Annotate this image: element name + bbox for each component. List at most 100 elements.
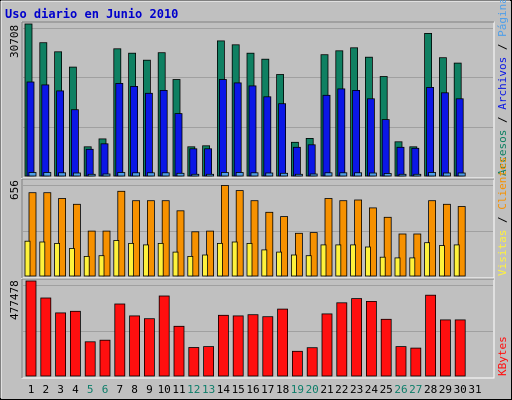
paginas-bar <box>354 172 363 177</box>
kbytes-bar <box>351 298 363 377</box>
kbytes-bar <box>365 300 377 377</box>
clientes-bar <box>324 198 333 277</box>
day-label: 29 <box>439 383 452 396</box>
visits-ymax-label: 656 <box>8 180 21 200</box>
kbytes-bar <box>217 314 229 377</box>
visitas-bar <box>305 255 312 277</box>
visitas-bar <box>453 244 460 277</box>
day-axis-labels: 1 2 3 4 5 6 7 8 9 10 11 12 13 14 15 16 17 18 19 20 21 22 23 24 2… <box>28 383 482 396</box>
clientes-bar <box>413 233 422 277</box>
kbytes-bar <box>84 341 96 377</box>
day-label: 16 <box>246 383 259 396</box>
visitas-bar <box>172 251 179 277</box>
day-label: 25 <box>380 383 393 396</box>
paginas-bar <box>324 172 333 177</box>
day-label: 28 <box>424 383 437 396</box>
day-label: 14 <box>217 383 231 396</box>
visitas-bar <box>98 255 105 277</box>
visitas-bar <box>276 251 283 277</box>
visitas-bar <box>320 244 327 277</box>
day-label: 12 <box>187 383 200 396</box>
kbytes-bar <box>247 314 259 377</box>
clientes-bar <box>354 199 363 277</box>
clientes-bar <box>280 216 289 277</box>
paginas-bar <box>102 173 111 177</box>
clientes-bar <box>220 185 229 277</box>
visitas-bar <box>350 244 357 277</box>
kbytes-bar <box>158 295 170 377</box>
visitas-bar <box>364 246 371 277</box>
chart-title: Uso diario en Junio 2010 <box>5 7 178 21</box>
paginas-bar <box>58 172 66 177</box>
clientes-bar <box>87 230 96 277</box>
clientes-bar <box>132 200 141 277</box>
day-label: 18 <box>276 383 289 396</box>
paginas-bar <box>442 172 451 177</box>
archivos-bar <box>426 87 435 177</box>
visitas-bar <box>142 244 149 277</box>
visitas-bar <box>39 241 46 277</box>
legend-entry: KBytes <box>496 336 509 376</box>
archivos-bar <box>26 81 35 177</box>
archivos-bar <box>322 94 331 177</box>
visitas-bar <box>379 256 386 277</box>
legend-entry: Archivos <box>496 57 509 110</box>
archivos-bar <box>100 143 109 177</box>
kbytes-bar <box>262 316 274 377</box>
legend-entry: Páginas <box>496 0 509 37</box>
paginas-bar <box>398 173 407 177</box>
day-label: 31 <box>468 383 481 396</box>
paginas-bar <box>280 172 289 177</box>
kbytes-bar <box>129 315 141 377</box>
clientes-bar <box>58 198 66 277</box>
paginas-bar <box>146 172 155 177</box>
day-label: 1 <box>28 383 35 396</box>
paginas-bar <box>87 173 96 177</box>
clientes-bar <box>457 206 466 277</box>
clientes-bar <box>176 210 185 277</box>
archivos-bar <box>233 82 242 177</box>
day-label: 9 <box>146 383 153 396</box>
day-label: 19 <box>291 383 304 396</box>
kbytes-bar <box>425 294 437 377</box>
legend-entry: / <box>496 37 509 57</box>
clientes-bar <box>442 203 451 277</box>
day-label: 4 <box>72 383 79 396</box>
archivos-bar <box>455 98 464 177</box>
legend-entry: / <box>496 110 509 130</box>
requests-ymax-label: 30708 <box>8 25 21 58</box>
kbytes-bar <box>143 318 155 377</box>
clientes-bar <box>309 232 318 277</box>
archivos-bar <box>41 84 50 177</box>
clientes-bar <box>28 192 37 277</box>
archivos-bar <box>366 98 375 177</box>
archivos-bar <box>263 96 272 177</box>
paginas-bar <box>250 172 259 177</box>
archivos-bar <box>248 85 257 177</box>
visitas-bar <box>128 242 135 277</box>
day-label: 27 <box>409 383 422 396</box>
visitas-bar <box>394 257 401 277</box>
paginas-bar <box>161 172 170 177</box>
requests-legend: Accesos / Archivos / Páginas <box>496 0 509 176</box>
archivos-bar <box>115 83 124 177</box>
paginas-bar <box>413 173 422 177</box>
day-label: 24 <box>365 383 379 396</box>
gridlines <box>23 28 493 332</box>
clientes-bar <box>368 207 377 277</box>
paginas-bar <box>73 172 81 177</box>
visitas-bar <box>246 242 253 277</box>
clientes-bar <box>265 211 274 277</box>
archivos-bar <box>440 92 449 177</box>
kbytes-bar <box>114 303 126 377</box>
archivos-bar <box>218 79 227 177</box>
kbytes-ymax-label: 477478 <box>8 280 21 320</box>
kbytes-bar <box>439 319 451 377</box>
day-label: 3 <box>57 383 64 396</box>
paginas-bar <box>265 172 274 177</box>
clientes-bar <box>161 200 170 277</box>
visits-legend: Visitas / Clientes <box>496 157 509 276</box>
day-label: 17 <box>261 383 274 396</box>
clientes-bar <box>117 190 126 277</box>
visitas-bar <box>54 242 60 277</box>
